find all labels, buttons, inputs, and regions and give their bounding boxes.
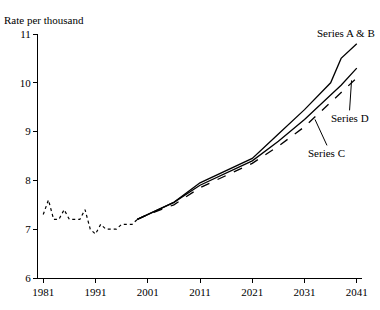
svg-text:6: 6: [25, 272, 31, 284]
svg-text:1981: 1981: [32, 286, 54, 298]
svg-text:2001: 2001: [137, 286, 159, 298]
svg-text:2011: 2011: [189, 286, 211, 298]
svg-text:Series A & B: Series A & B: [317, 27, 375, 39]
svg-text:9: 9: [25, 125, 31, 137]
svg-text:1991: 1991: [84, 286, 106, 298]
svg-text:Series C: Series C: [308, 147, 345, 159]
svg-text:8: 8: [25, 174, 31, 186]
svg-text:11: 11: [20, 28, 31, 40]
svg-text:Series D: Series D: [331, 112, 369, 124]
svg-text:7: 7: [25, 223, 31, 235]
svg-text:2021: 2021: [241, 286, 263, 298]
svg-text:Rate per thousand: Rate per thousand: [4, 14, 84, 26]
svg-text:2041: 2041: [346, 286, 368, 298]
svg-text:2031: 2031: [294, 286, 316, 298]
svg-text:10: 10: [20, 77, 32, 89]
